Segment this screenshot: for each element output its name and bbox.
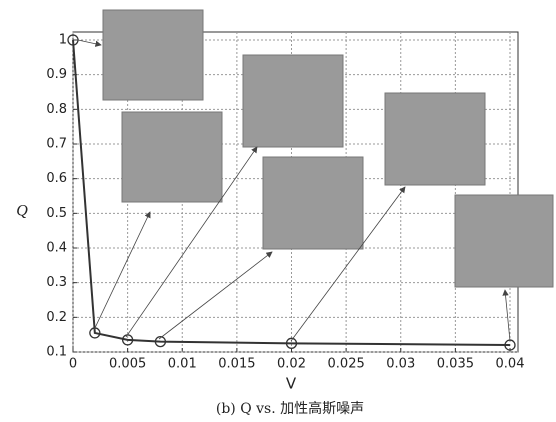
y-tick-label: 0.2 (46, 310, 67, 325)
chart: 0 0.005 0.01 0.015 0.02 0.025 0.03 0.035 0.04 0.1… (0, 0, 556, 422)
image (243, 55, 343, 147)
x-axis-label: V (286, 375, 297, 393)
y-tick-label: 0.4 (46, 241, 67, 256)
x-tick-label: 0.03 (386, 357, 415, 372)
x-tick-label: 0.005 (109, 357, 146, 372)
x-tick-label: 0 (69, 357, 77, 372)
x-tick-label: 0.035 (437, 357, 474, 372)
y-tick-label: 0.6 (46, 171, 67, 186)
x-tick-label: 0.025 (328, 357, 365, 372)
arrow (505, 290, 510, 341)
y-axis-label: Q (16, 203, 28, 220)
y-tick-label: 0.1 (46, 345, 67, 360)
x-tick-label: 0.04 (496, 357, 525, 372)
x-tick-label: 0.01 (168, 357, 197, 372)
arrow (94, 212, 150, 330)
caption: (b) Q vs. 加性高斯噪声 (216, 400, 364, 417)
image (103, 10, 203, 100)
y-tick-label: 0.8 (46, 102, 67, 117)
y-tick-label: 0.9 (46, 67, 67, 82)
arrow (78, 40, 101, 45)
x-tick-label: 0.015 (218, 357, 255, 372)
y-tick-label: 0.5 (46, 206, 67, 221)
images (78, 10, 553, 341)
image (122, 112, 222, 202)
y-tick-label: 0.3 (46, 275, 67, 290)
y-tick-label: 1 (59, 33, 67, 48)
x-tick-label: 0.02 (277, 357, 306, 372)
image (263, 157, 363, 249)
image (455, 195, 553, 287)
y-tick-label: 0.7 (46, 137, 67, 152)
image (385, 93, 485, 185)
